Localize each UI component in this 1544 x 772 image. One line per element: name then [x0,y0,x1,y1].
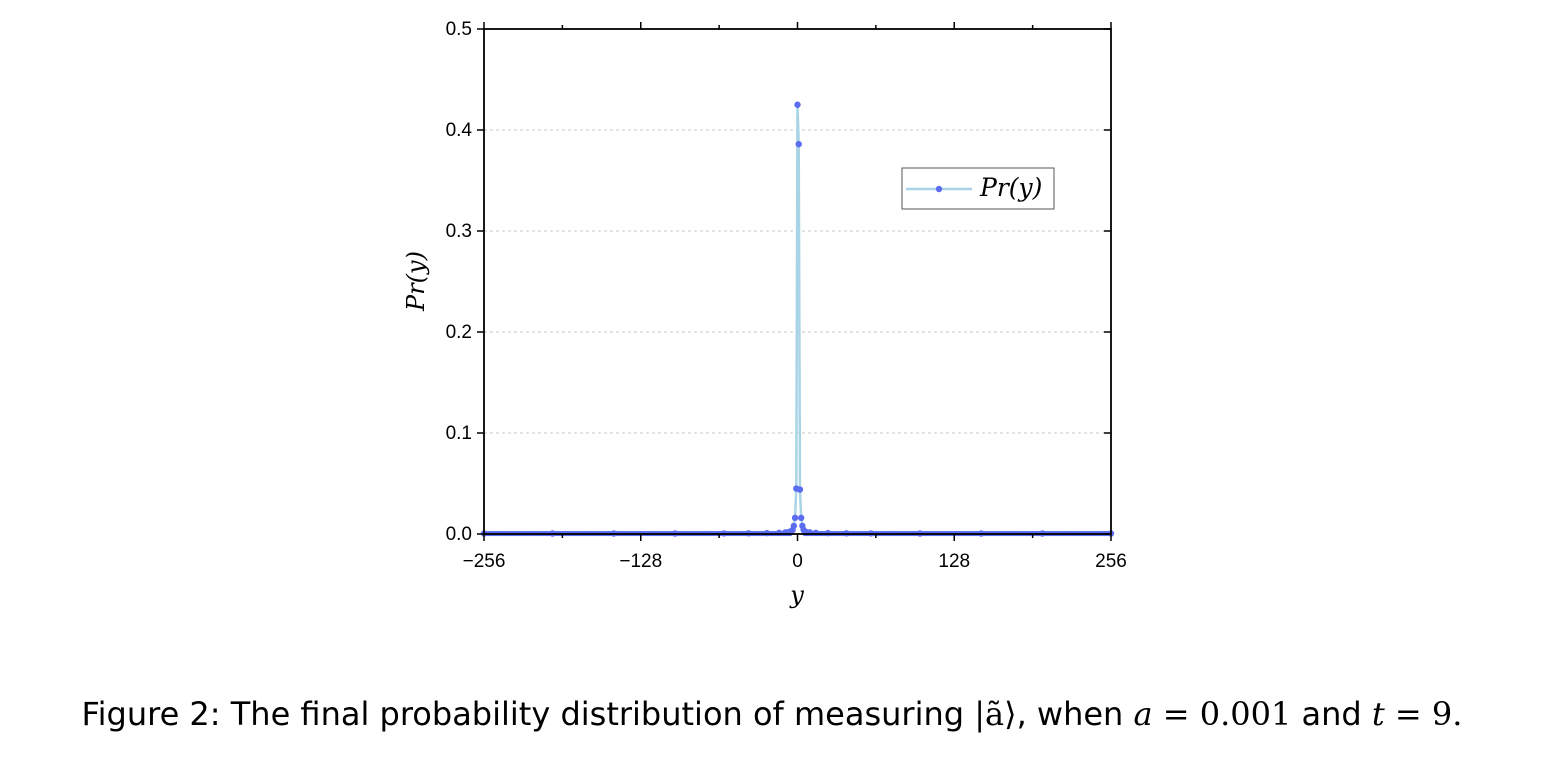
caption-a-value: = 0.001 [1152,695,1292,733]
data-point [797,514,805,522]
x-tick-label: −256 [463,551,506,572]
x-tick-label: 256 [1095,551,1127,572]
caption-t-var: t [1371,695,1385,733]
y-tick-label: 0.5 [446,19,472,40]
caption-state: |ã⟩ [974,695,1017,733]
data-point [824,529,832,537]
legend-marker-sample [935,185,943,193]
legend-label: Pr(y) [979,173,1042,202]
x-tick-label: 128 [938,551,970,572]
caption-prefix: Figure 2: The final probability distribu… [81,695,975,733]
probability-chart: −256 −128 0 128 256 0.0 0.1 0.2 0.3 0.4 0.5 y Pr(y… [402,19,1127,609]
caption-mid1: , when [1016,695,1134,733]
data-point [794,101,801,108]
x-axis-label: y [789,581,804,609]
ticks-group [477,22,1112,541]
caption-mid2: and [1291,695,1372,733]
data-point [790,522,798,530]
data-point [775,529,783,536]
caption-t-value: = 9. [1384,695,1463,733]
data-point [795,140,802,148]
data-point [812,529,820,536]
x-tick-label: −128 [619,551,662,572]
tick-labels-group: −256 −128 0 128 256 0.0 0.1 0.2 0.3 0.4 0.5 [446,19,1127,572]
data-point [796,486,804,493]
y-tick-label: 0.2 [446,322,472,343]
x-tick-label: 0 [792,551,803,572]
legend: Pr(y) [901,167,1055,210]
caption-a-var: a [1133,695,1153,733]
data-point [791,514,799,522]
data-point [763,529,771,537]
y-tick-label: 0.3 [446,221,472,242]
y-tick-label: 0.4 [446,120,473,141]
figure-caption: Figure 2: The final probability distribu… [0,695,1544,733]
y-tick-label: 0.0 [446,524,472,545]
y-tick-label: 0.1 [446,423,472,444]
y-axis-label: Pr(y) [402,251,430,312]
